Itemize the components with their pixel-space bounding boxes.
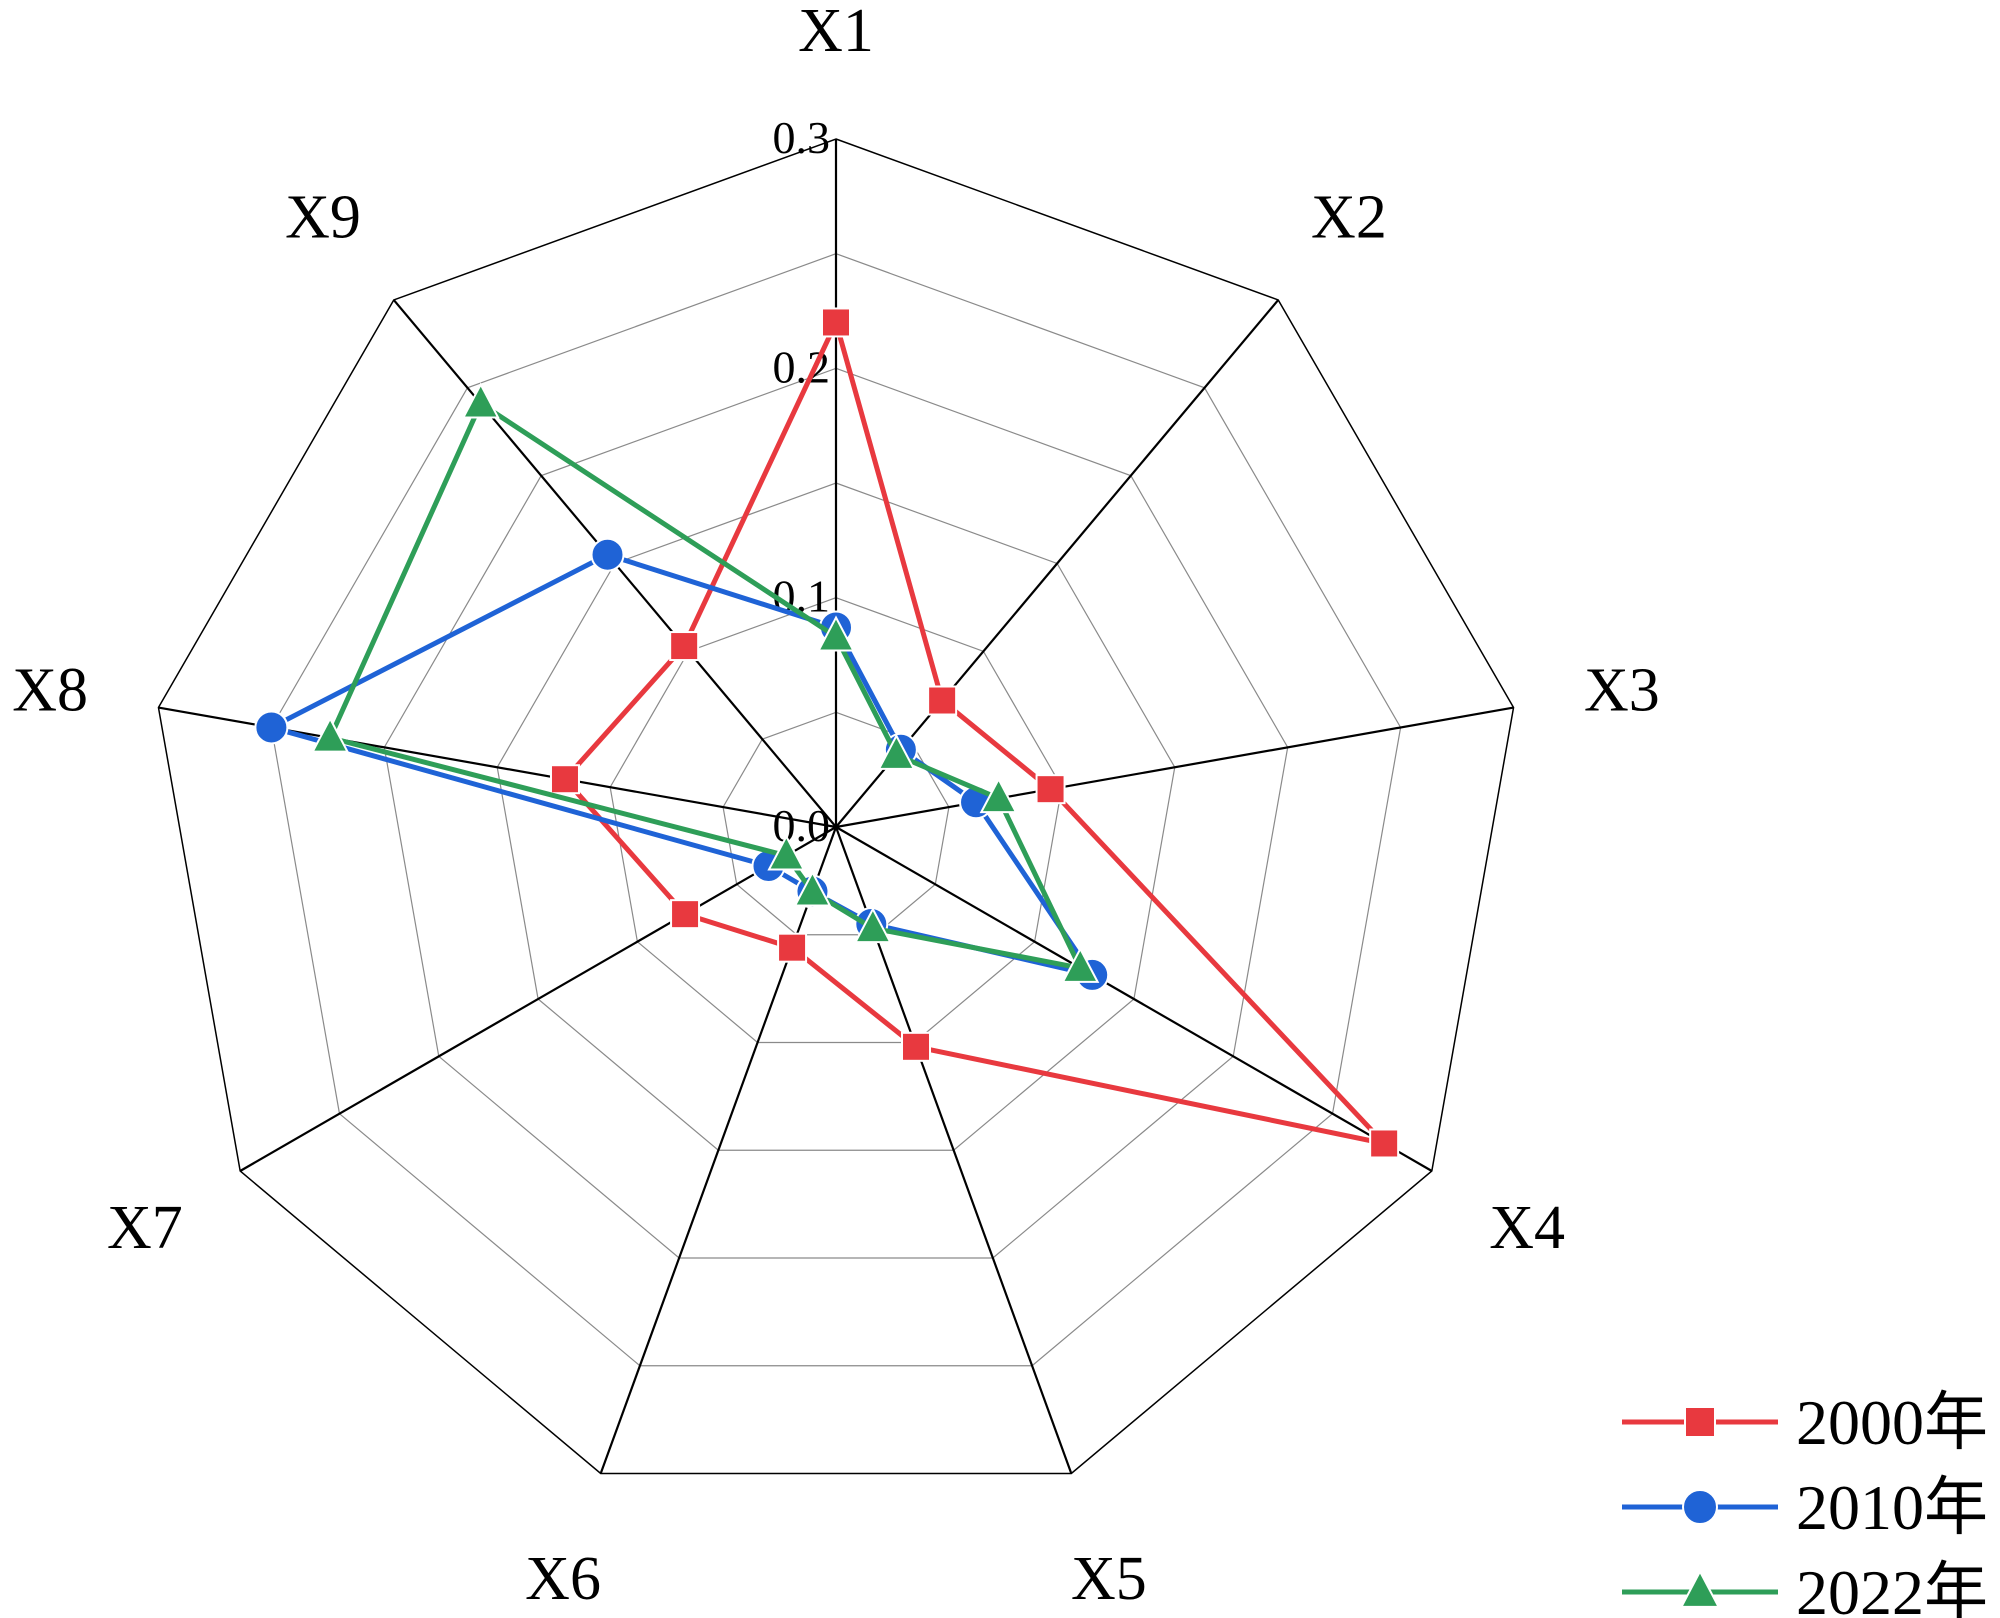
axis-label: X9 xyxy=(285,184,361,252)
data-point xyxy=(777,932,808,963)
legend-marker xyxy=(1682,1489,1718,1525)
axis-label: X2 xyxy=(1311,184,1387,252)
data-point xyxy=(254,710,289,745)
legend: 2000年 2010年 2022年 xyxy=(1622,1387,1988,1618)
axis-labels: X1 X2 X3 X4 X5 X6 X7 X8 X9 xyxy=(12,0,1660,1613)
data-point xyxy=(1035,774,1066,805)
data-point xyxy=(670,899,701,930)
data-point xyxy=(821,307,851,338)
axis-label: X4 xyxy=(1489,1194,1565,1262)
legend-label: 2010年 xyxy=(1796,1472,1988,1543)
legend-marker xyxy=(1684,1406,1716,1438)
legend-label: 2022年 xyxy=(1796,1557,1988,1618)
legend-label: 2000年 xyxy=(1796,1387,1988,1458)
legend-marker xyxy=(1679,1569,1721,1608)
axis-spoke xyxy=(835,826,1433,1172)
grid-ring xyxy=(609,597,1063,1044)
data-point xyxy=(311,716,350,753)
data-point xyxy=(767,834,806,871)
data-point xyxy=(590,537,625,572)
tick-label: 0.0 xyxy=(773,800,831,851)
data-point xyxy=(1369,1128,1400,1159)
grid-ring xyxy=(270,253,1402,1367)
data-point xyxy=(816,615,856,652)
series-layer xyxy=(254,307,1400,1159)
series-3 xyxy=(311,382,1100,983)
axis-spoke xyxy=(239,826,837,1172)
data-point xyxy=(877,733,916,770)
axis-label: X5 xyxy=(1071,1545,1147,1613)
data-point xyxy=(901,1031,932,1062)
grid-ring xyxy=(722,711,950,936)
grid-ring xyxy=(157,138,1515,1475)
data-point xyxy=(979,777,1018,814)
axis-label: X6 xyxy=(525,1545,601,1613)
data-point xyxy=(853,907,892,944)
data-point xyxy=(793,870,832,907)
series-line xyxy=(327,401,1083,971)
legend-item: 2000年 xyxy=(1622,1387,1988,1458)
axis-spoke xyxy=(835,706,1514,829)
axis-label: X8 xyxy=(12,656,88,724)
grid-layer xyxy=(157,138,1515,1475)
tick-labels: 0.00.10.20.3 xyxy=(773,112,831,851)
axis-label: X3 xyxy=(1584,656,1660,724)
data-point xyxy=(1061,946,1100,983)
data-point xyxy=(669,631,700,662)
data-point xyxy=(461,382,500,419)
axis-label: X7 xyxy=(107,1194,183,1262)
tick-label: 0.3 xyxy=(773,112,831,163)
grid-ring xyxy=(383,367,1289,1259)
series-line xyxy=(562,319,1387,1146)
grid-ring xyxy=(496,482,1176,1151)
data-point xyxy=(549,764,580,795)
legend-item: 2010年 xyxy=(1622,1472,1988,1543)
legend-item: 2022年 xyxy=(1622,1557,1988,1618)
data-point xyxy=(927,685,958,716)
series-1 xyxy=(549,307,1400,1159)
axis-label: X1 xyxy=(798,0,874,65)
